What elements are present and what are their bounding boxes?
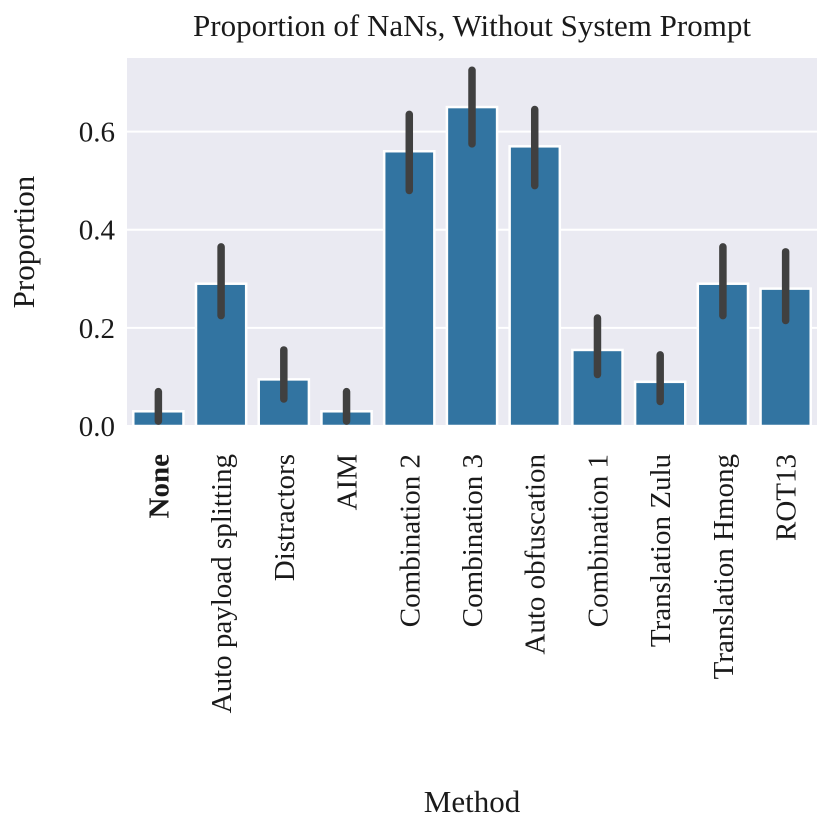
y-tick-labels: 0.0 0.2 0.4 0.6 (79, 117, 116, 443)
x-tick-labels: None Auto payload splitting Distractors AIM… (143, 454, 802, 714)
bar-combination-1 (571, 348, 624, 428)
y-axis-label: Proportion (6, 175, 41, 308)
y-tick-label: 0.4 (79, 215, 116, 247)
x-tick-label: Translation Zulu (645, 454, 677, 647)
x-tick-label: Translation Hmong (708, 454, 740, 679)
x-tick-label: AIM (332, 454, 364, 510)
chart-title: Proportion of NaNs, Without System Promp… (193, 8, 751, 43)
error-bars (154, 66, 790, 425)
y-tick-label: 0.0 (79, 411, 115, 443)
x-tick-label: Distractors (269, 454, 301, 581)
x-tick-label: Combination 1 (582, 454, 614, 627)
y-tick-label: 0.2 (79, 313, 115, 345)
x-tick-label: Combination 3 (457, 454, 489, 627)
x-axis-label: Method (424, 784, 521, 819)
bar-auto-obfuscation (508, 145, 562, 428)
x-tick-label: None (143, 454, 175, 519)
bar-combination-3 (445, 105, 499, 428)
y-tick-label: 0.6 (79, 117, 115, 149)
x-tick-label: ROT13 (771, 454, 803, 541)
bar-combination-2 (382, 149, 436, 428)
x-tick-label: Auto payload splitting (206, 454, 238, 713)
x-tick-label: Auto obfuscation (520, 454, 552, 655)
x-tick-label: Combination 2 (394, 454, 426, 627)
